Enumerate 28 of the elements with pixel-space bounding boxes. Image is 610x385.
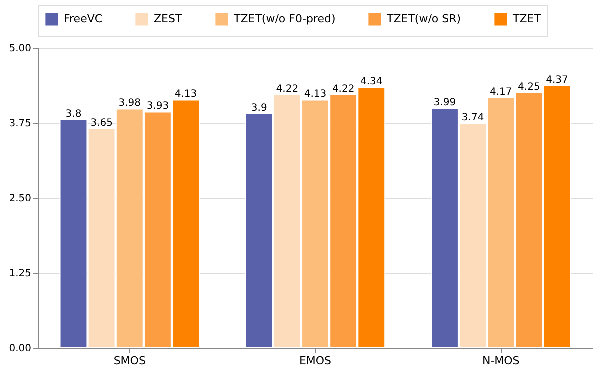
data-label: 4.34 <box>360 76 383 88</box>
legend-label: TZET(w/o SR) <box>386 12 462 26</box>
x-tick-label: N-MOS <box>482 354 520 368</box>
data-label: 3.93 <box>146 101 170 112</box>
y-tick-label: 1.25 <box>9 268 32 280</box>
data-label: 3.9 <box>251 103 268 114</box>
y-tick-label: 0.00 <box>9 344 32 354</box>
y-tick-label: 3.75 <box>9 118 32 130</box>
legend-label: TZET <box>512 12 542 26</box>
data-label: 4.13 <box>304 89 327 100</box>
y-tick-label: 5.00 <box>9 44 32 54</box>
data-label: 3.98 <box>118 98 142 110</box>
data-label: 3.8 <box>66 109 82 120</box>
data-label: 4.22 <box>332 84 355 95</box>
data-label: 3.65 <box>90 118 113 129</box>
x-tick-label: EMOS <box>299 354 332 368</box>
data-label: 4.25 <box>518 82 540 93</box>
y-tick-label: 2.50 <box>9 194 32 204</box>
legend-label: ZEST <box>154 12 182 26</box>
data-label: 4.13 <box>174 89 198 100</box>
data-label: 4.22 <box>276 84 299 95</box>
x-tick-label: SMOS <box>114 354 146 368</box>
data-label: 4.37 <box>546 74 568 86</box>
data-label: 3.74 <box>462 112 484 124</box>
data-label: 4.17 <box>490 86 512 98</box>
data-label: 3.99 <box>434 98 456 109</box>
legend-label: FreeVC <box>64 12 103 26</box>
legend-label: TZET(w/o F0-pred) <box>233 12 336 26</box>
